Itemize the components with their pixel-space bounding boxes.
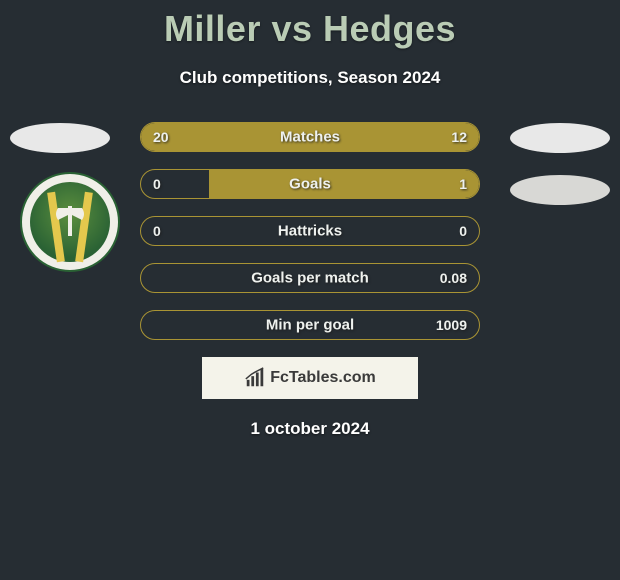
stat-value-right: 0	[459, 223, 467, 239]
stat-value-left: 0	[153, 223, 161, 239]
stat-label: Goals	[289, 176, 331, 193]
page-title: Miller vs Hedges	[0, 0, 620, 50]
stats-container: 20 Matches 12 0 Goals 1 0 Hattricks 0 Goals per m…	[0, 122, 620, 340]
stat-label: Goals per match	[251, 270, 369, 287]
page-subtitle: Club competitions, Season 2024	[0, 68, 620, 88]
stat-fill-right	[209, 170, 479, 198]
stat-label: Hattricks	[278, 223, 342, 240]
stat-value-right: 0.08	[440, 270, 467, 286]
stat-label: Min per goal	[266, 317, 354, 334]
footer-brand-badge: FcTables.com	[202, 357, 418, 399]
stat-label: Matches	[280, 129, 340, 146]
stat-row: Goals per match 0.08	[140, 263, 480, 293]
chart-icon	[244, 367, 266, 389]
stat-row: 0 Hattricks 0	[140, 216, 480, 246]
stat-value-left: 20	[153, 129, 169, 145]
stat-row: 0 Goals 1	[140, 169, 480, 199]
stat-value-right: 12	[451, 129, 467, 145]
footer-brand-text: FcTables.com	[270, 369, 376, 387]
stat-value-right: 1	[459, 176, 467, 192]
date-line: 1 october 2024	[0, 419, 620, 439]
stat-value-left: 0	[153, 176, 161, 192]
stat-row: Min per goal 1009	[140, 310, 480, 340]
stat-value-right: 1009	[436, 317, 467, 333]
stat-row: 20 Matches 12	[140, 122, 480, 152]
